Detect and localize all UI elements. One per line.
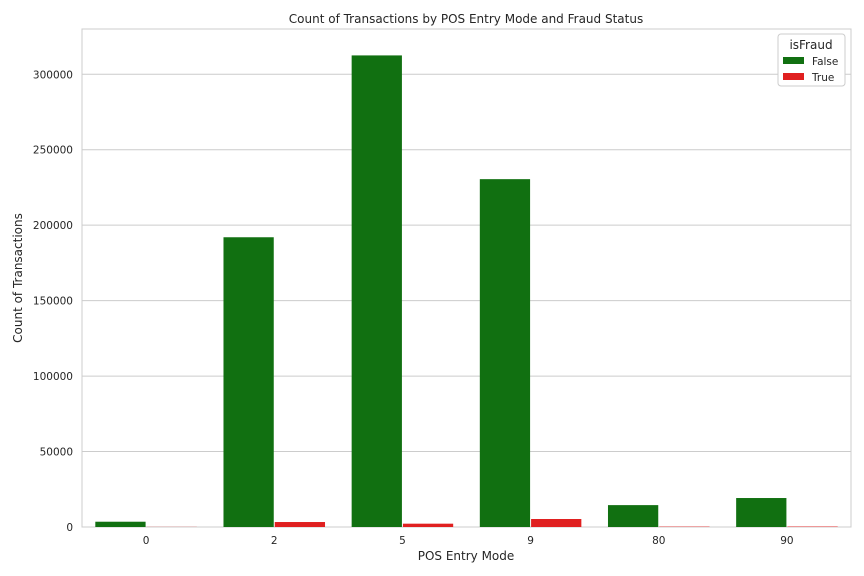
y-axis-label: Count of Transactions (11, 213, 25, 343)
bar-80-false (607, 505, 659, 527)
x-tick-label: 9 (527, 535, 534, 547)
legend-title: isFraud (789, 38, 832, 52)
y-tick-label: 100000 (33, 371, 73, 383)
x-tick-label: 2 (271, 535, 278, 547)
legend-swatch-true (783, 73, 804, 80)
y-tick-label: 50000 (40, 447, 73, 459)
bar-5-false (351, 55, 402, 528)
x-tick-labels: 0 2 5 9 80 90 (143, 535, 794, 547)
legend-label-false: False (812, 56, 838, 68)
plot-frame (81, 28, 852, 528)
x-tick-label: 5 (399, 535, 406, 547)
legend: isFraud False True (777, 33, 846, 87)
y-tick-label: 150000 (33, 296, 73, 308)
grid-lines (82, 73, 851, 528)
legend-label-true: True (811, 72, 834, 84)
bar-9-false (479, 179, 531, 527)
x-tick-label: 90 (780, 535, 793, 547)
bars-group (95, 55, 838, 528)
x-tick-label: 80 (652, 535, 665, 547)
bar-90-false (736, 498, 787, 527)
bar-2-false (223, 237, 274, 527)
y-tick-label: 200000 (33, 220, 73, 232)
bar-2-true (274, 522, 326, 527)
y-tick-label: 300000 (33, 69, 73, 81)
y-tick-label: 0 (66, 522, 73, 534)
legend-swatch-false (783, 57, 804, 64)
x-tick-label: 0 (143, 535, 150, 547)
bar-9-true (531, 519, 582, 527)
bar-5-true (402, 523, 454, 527)
x-axis-label: POS Entry Mode (418, 549, 515, 563)
chart-title: Count of Transactions by POS Entry Mode … (289, 12, 643, 26)
y-tick-labels: 0 50000 100000 150000 200000 250000 300000 (33, 69, 73, 534)
y-tick-label: 250000 (33, 145, 73, 157)
bar-0-false (95, 521, 146, 527)
